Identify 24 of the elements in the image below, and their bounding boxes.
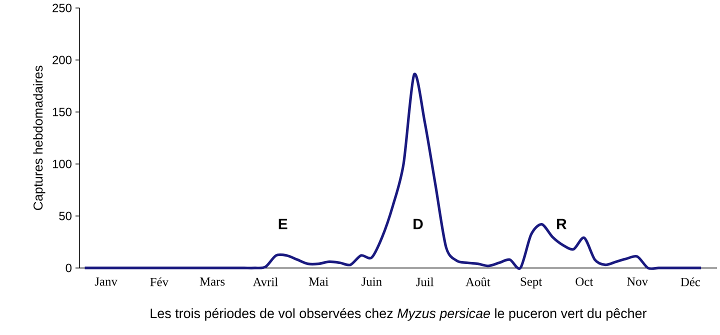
y-tick-label: 250 [52,4,72,12]
x-tick-label: Avril [252,278,278,286]
annotation: E [278,219,288,230]
x-axis-title: Les trois périodes de vol observées chez Myzus persicae le puceron vert du pêcher [150,308,647,321]
line-series [83,73,702,270]
x-tick-label: Janv [94,278,118,286]
x-tick-label: Juin [362,278,382,286]
y-tick-label: 50 [59,212,72,220]
y-tick-label: 0 [66,264,72,272]
x-tick-label: Juil [416,278,434,286]
x-tick-label: Août [466,278,490,286]
x-tick-label: Mai [308,278,328,286]
x-tick-label: Sept [520,278,542,288]
y-tick-label: 150 [52,108,72,116]
y-axis-title: Captures hebdomadaires [33,66,46,210]
y-tick-label: 200 [52,56,72,64]
x-tick-label: Déc [680,278,700,286]
x-tick-label: Fév [150,278,168,286]
annotation: D [414,219,423,230]
x-tick-label: Mars [200,278,225,286]
x-tick-label: Nov [626,278,648,286]
y-tick-label: 100 [52,160,72,168]
x-tick-label: Oct [576,278,594,286]
annotation: R [557,219,567,230]
